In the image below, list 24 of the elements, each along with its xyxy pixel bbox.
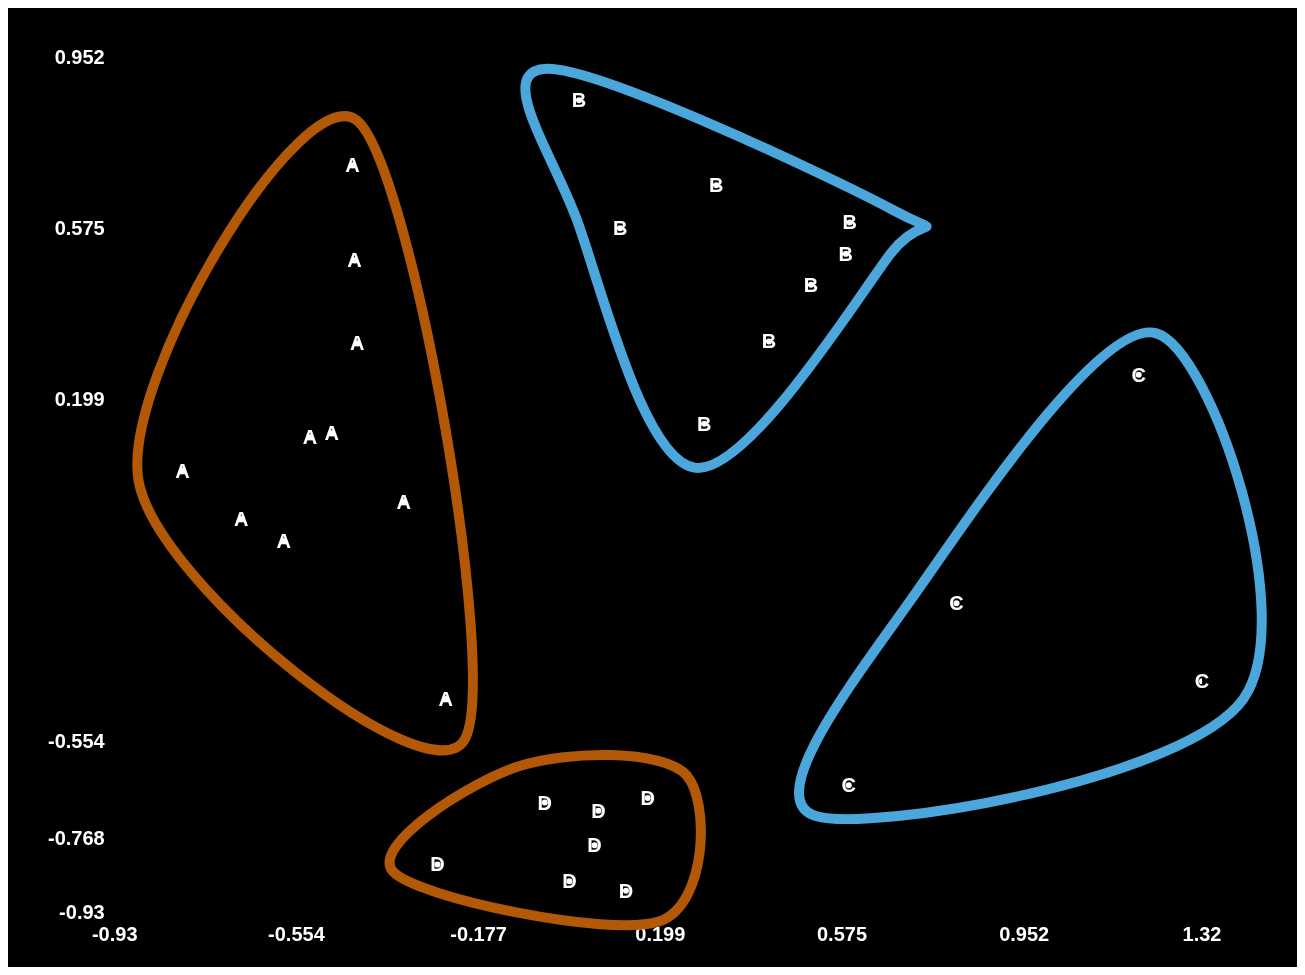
- x-tick-label: 0.199: [635, 922, 686, 945]
- x-tick-label: -0.554: [268, 922, 326, 945]
- x-tick-label: -0.177: [450, 922, 507, 945]
- y-tick-label: -0.93: [59, 900, 105, 923]
- text: D: [591, 799, 606, 822]
- x-tick-label: 0.952: [999, 922, 1050, 945]
- text: D: [640, 787, 655, 810]
- x-tick-label: 1.32: [1182, 922, 1222, 945]
- y-tick-label: 0.952: [54, 45, 105, 68]
- x-tick-label: -0.93: [91, 922, 138, 945]
- y-tick-label: 0.199: [54, 387, 105, 410]
- text: D: [587, 834, 602, 857]
- y-tick-label: -0.554: [47, 729, 106, 752]
- text: C: [1131, 363, 1146, 386]
- text: C: [1194, 670, 1210, 693]
- text: D: [562, 870, 577, 893]
- series-label: D: [537, 791, 553, 814]
- text: D: [430, 853, 445, 876]
- x-tick-label: 0.575: [816, 922, 868, 945]
- y-tick-label: 0.575: [54, 216, 105, 239]
- series-label: C: [949, 592, 964, 615]
- text: C: [841, 774, 856, 797]
- y-tick-label: -0.768: [47, 826, 105, 849]
- text: D: [618, 879, 634, 902]
